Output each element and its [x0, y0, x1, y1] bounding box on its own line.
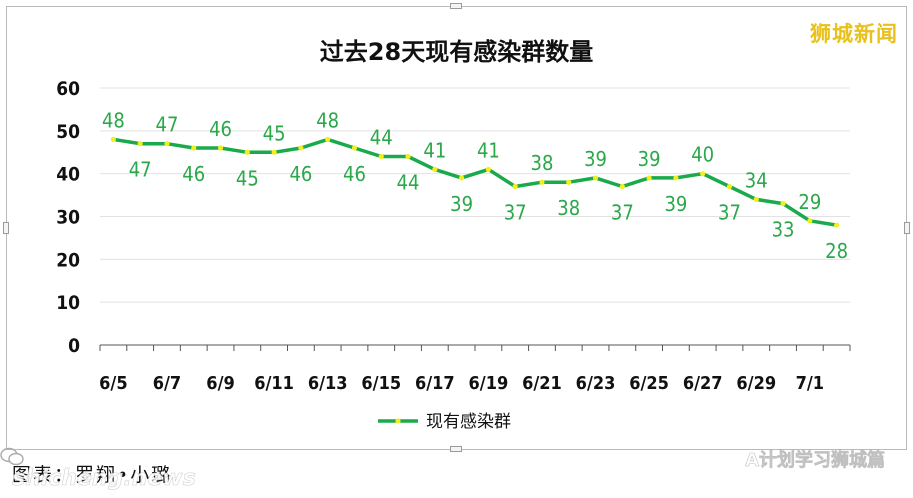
x-tick-label: 6/11 [254, 373, 294, 394]
data-label: 37 [504, 201, 527, 225]
x-tick-label: 6/15 [361, 373, 401, 394]
data-label: 46 [209, 117, 232, 141]
data-label: 29 [798, 190, 821, 214]
data-label: 45 [236, 166, 259, 190]
data-label: 48 [102, 108, 125, 132]
data-label: 39 [450, 192, 473, 216]
data-label: 34 [745, 168, 768, 192]
data-label: 47 [156, 113, 179, 137]
data-label: 41 [477, 138, 500, 162]
x-tick-label: 6/21 [522, 373, 562, 394]
legend-label: 现有感染群 [426, 412, 511, 432]
x-tick-label: 6/27 [683, 373, 723, 394]
data-point [325, 136, 331, 142]
data-point [378, 153, 384, 160]
data-label: 39 [664, 192, 687, 216]
data-label: 48 [316, 108, 339, 132]
x-tick-label: 6/25 [629, 373, 669, 394]
data-point [137, 141, 143, 147]
data-point [271, 149, 277, 155]
data-label: 37 [611, 201, 634, 225]
left-resize-handle[interactable] [3, 222, 9, 234]
data-point [110, 136, 116, 142]
y-tick-label: 20 [56, 249, 80, 271]
data-point [432, 166, 438, 172]
y-tick-label: 10 [56, 292, 80, 314]
data-point [351, 145, 358, 151]
data-label: 38 [557, 196, 580, 220]
data-point [834, 222, 840, 228]
x-tick-label: 6/29 [736, 373, 776, 394]
data-label: 46 [343, 162, 366, 186]
x-tick-label: 6/13 [308, 373, 348, 394]
data-point [191, 145, 197, 151]
wechat-icon [0, 447, 24, 466]
chart-frame [6, 6, 907, 450]
data-label: 44 [370, 126, 393, 150]
data-point [592, 175, 599, 181]
y-tick-label: 40 [56, 164, 80, 186]
brand-logo-text: 狮城新闻 [807, 18, 901, 48]
data-point [512, 183, 518, 190]
x-tick-label: 6/9 [206, 373, 234, 394]
y-tick-label: 60 [56, 78, 80, 100]
y-tick-label: 0 [68, 335, 80, 357]
x-tick-label: 6/7 [153, 373, 181, 394]
top-resize-handle[interactable] [450, 3, 462, 9]
data-point [244, 149, 250, 155]
data-label: 33 [772, 218, 795, 242]
legend-marker [395, 418, 401, 424]
data-label: 39 [638, 147, 661, 171]
data-point [807, 218, 813, 224]
chart-title: 过去28天现有感染群数量 [319, 38, 594, 66]
data-point [780, 201, 786, 207]
data-point [566, 179, 572, 185]
data-point [485, 166, 491, 172]
data-point [459, 175, 465, 181]
data-point [700, 171, 706, 177]
data-label: 44 [397, 171, 420, 195]
data-point [405, 153, 411, 160]
x-tick-label: 7/1 [796, 373, 824, 394]
data-label: 37 [718, 201, 741, 225]
data-label: 40 [691, 143, 714, 167]
data-label: 38 [531, 151, 554, 175]
y-tick-label: 50 [56, 121, 80, 143]
data-point [298, 145, 304, 151]
x-tick-label: 6/5 [99, 373, 127, 394]
series-line-现有感染群 [113, 137, 837, 227]
data-point [164, 141, 170, 147]
data-label: 45 [263, 121, 286, 145]
data-label: 47 [129, 158, 152, 182]
data-label: 41 [423, 138, 446, 162]
data-point [646, 175, 652, 181]
data-point [673, 175, 679, 181]
x-tick-label: 6/23 [576, 373, 616, 394]
data-point [217, 145, 224, 151]
watermark-left: shicheng.news [12, 466, 196, 492]
right-resize-handle[interactable] [904, 222, 910, 234]
data-label: 39 [584, 147, 607, 171]
data-label: 46 [182, 162, 205, 186]
data-label: 46 [289, 162, 312, 186]
data-point [753, 196, 759, 202]
data-point [619, 183, 625, 190]
bottom-resize-handle[interactable] [450, 446, 462, 452]
data-label: 28 [825, 239, 848, 263]
x-tick-label: 6/17 [415, 373, 455, 394]
chart-caption: 图表：罗翔•小璐 [12, 464, 173, 486]
data-point [539, 179, 545, 185]
watermark-right: A计划学习狮城篇 [745, 450, 886, 472]
data-point [726, 183, 733, 190]
y-tick-label: 30 [56, 207, 80, 229]
x-tick-label: 6/19 [469, 373, 509, 394]
